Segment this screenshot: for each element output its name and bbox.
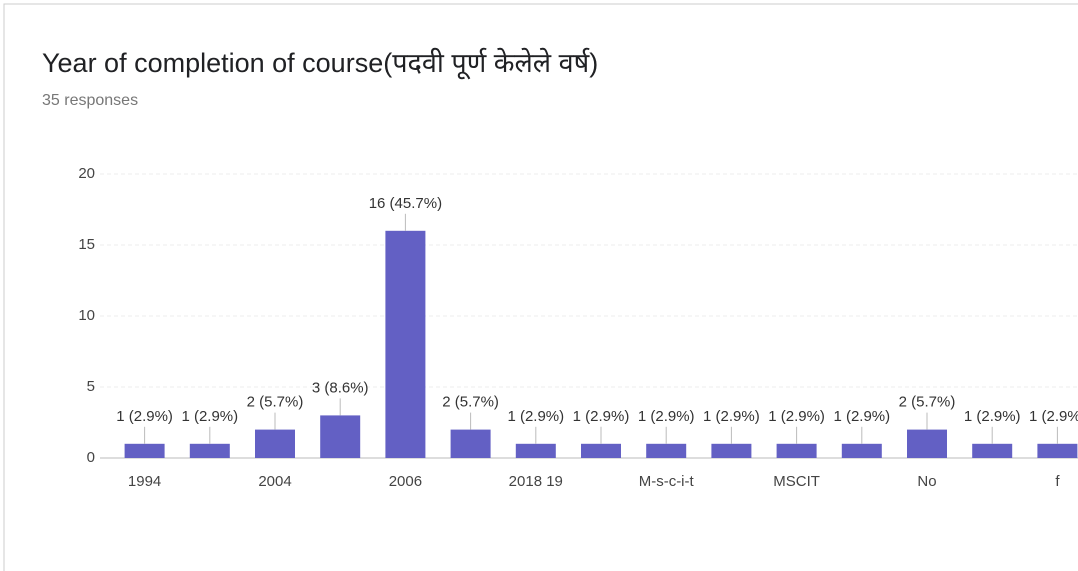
x-tick-label: MSCIT bbox=[773, 473, 820, 490]
bar bbox=[581, 443, 621, 458]
bar bbox=[1037, 443, 1078, 458]
data-label: 1 (2.9%) bbox=[768, 408, 825, 425]
x-tick-label: f bbox=[1055, 473, 1060, 490]
data-label: 16 (45.7%) bbox=[369, 195, 442, 212]
data-label: 1 (2.9%) bbox=[573, 408, 630, 425]
data-label: 2 (5.7%) bbox=[899, 394, 956, 411]
data-label: 2 (5.7%) bbox=[442, 394, 499, 411]
x-tick-label: 2004 bbox=[258, 473, 291, 490]
chart-title: Year of completion of course(पदवी पूर्ण … bbox=[42, 47, 598, 80]
bar bbox=[385, 230, 426, 458]
y-tick-label: 20 bbox=[78, 165, 95, 182]
data-label: 1 (2.9%) bbox=[703, 408, 760, 425]
bar bbox=[711, 443, 752, 458]
data-label: 1 (2.9%) bbox=[638, 408, 695, 425]
data-label: 3 (8.6%) bbox=[312, 379, 369, 396]
y-tick-label: 10 bbox=[78, 307, 95, 324]
y-tick-label: 5 bbox=[87, 378, 95, 395]
bar bbox=[255, 429, 295, 458]
bar bbox=[972, 443, 1013, 458]
card-border bbox=[3, 3, 1078, 571]
x-tick-label: 2006 bbox=[389, 473, 422, 490]
chart-subtitle: 35 responses bbox=[42, 92, 138, 109]
data-label: 1 (2.9%) bbox=[1029, 408, 1078, 425]
data-label: 1 (2.9%) bbox=[116, 408, 173, 425]
bar bbox=[450, 429, 491, 458]
data-label: 1 (2.9%) bbox=[507, 408, 564, 425]
bar bbox=[515, 443, 556, 458]
x-tick-label: No bbox=[917, 473, 936, 490]
bar bbox=[907, 429, 947, 458]
bar bbox=[320, 415, 361, 458]
bar bbox=[646, 443, 687, 458]
y-tick-label: 15 bbox=[78, 236, 95, 253]
y-tick-label: 0 bbox=[87, 449, 95, 466]
bar bbox=[776, 443, 817, 458]
x-tick-label: M-s-c-i-t bbox=[639, 473, 695, 490]
bar bbox=[841, 443, 882, 458]
x-tick-label: 1994 bbox=[128, 473, 161, 490]
bar bbox=[124, 443, 165, 458]
data-label: 1 (2.9%) bbox=[181, 408, 238, 425]
bar bbox=[189, 443, 230, 458]
data-label: 2 (5.7%) bbox=[247, 394, 304, 411]
data-label: 1 (2.9%) bbox=[833, 408, 890, 425]
data-label: 1 (2.9%) bbox=[964, 408, 1021, 425]
x-tick-label: 2018 19 bbox=[509, 473, 563, 490]
